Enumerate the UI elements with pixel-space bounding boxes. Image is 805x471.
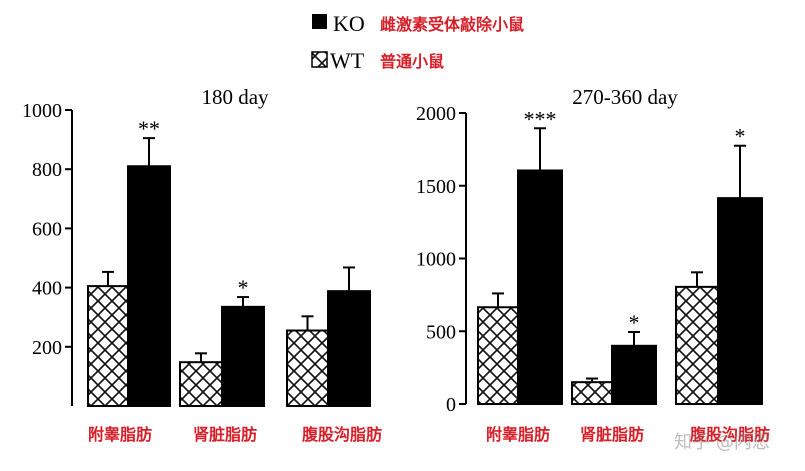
chart-title: 270-360 day — [572, 85, 678, 109]
y-tick-label: 400 — [32, 278, 62, 300]
bar-ko — [517, 169, 563, 405]
y-tick-label: 2000 — [416, 103, 456, 125]
y-ticks: 200 400 600 800 1000 — [22, 100, 72, 359]
bar-ko — [611, 344, 657, 405]
significance-label: * — [735, 124, 746, 149]
bar-ko — [327, 290, 371, 408]
bar-wt — [286, 329, 329, 407]
bar-ko — [717, 197, 763, 405]
bar-wt — [571, 381, 613, 405]
bar-ko — [127, 165, 171, 407]
significance-label: * — [238, 275, 249, 300]
y-tick-label: 1500 — [416, 176, 456, 198]
bar-wt — [477, 306, 519, 405]
significance-marks: ***** — [524, 106, 746, 335]
y-tick-label: 200 — [32, 337, 62, 359]
bar-wt — [675, 285, 719, 405]
y-tick-label: 800 — [32, 159, 62, 181]
bar-wt — [87, 285, 129, 407]
watermark: 知乎 @内恩 — [674, 432, 770, 453]
significance-label: *** — [524, 106, 557, 131]
significance-label: * — [629, 310, 640, 335]
legend-ko-swatch — [312, 14, 327, 29]
y-ticks: 0 500 1000 1500 2000 — [416, 103, 466, 416]
error-bars — [102, 137, 355, 363]
legend-wt-desc: 普通小鼠 — [380, 52, 444, 71]
category-label: 腹股沟脂肪 — [302, 425, 382, 444]
y-tick-label: 500 — [426, 321, 456, 343]
significance-label: ** — [138, 116, 160, 141]
category-label: 附睾脂肪 — [486, 425, 550, 444]
bar-wt — [179, 361, 223, 407]
legend-wt-label: WT — [330, 48, 365, 73]
chart-title: 180 day — [201, 85, 269, 109]
y-tick-label: 1000 — [416, 249, 456, 271]
legend: KO 雌激素受体敲除小鼠 WT 普通小鼠 — [311, 11, 524, 73]
legend-ko-label: KO — [333, 11, 365, 36]
legend-wt-swatch — [311, 51, 328, 68]
category-label: 肾脏脂肪 — [580, 425, 644, 444]
bars — [477, 169, 763, 405]
bars — [87, 165, 371, 408]
legend-ko-desc: 雌激素受体敲除小鼠 — [380, 15, 524, 34]
category-label: 肾脏脂肪 — [193, 425, 257, 444]
category-label: 附睾脂肪 — [88, 425, 152, 444]
y-tick-label: 1000 — [22, 100, 62, 122]
category-label: 腹股沟脂肪 — [690, 425, 770, 444]
y-tick-label: 600 — [32, 218, 62, 240]
y-tick-label: 0 — [446, 394, 456, 416]
significance-marks: *** — [138, 116, 249, 300]
bar-ko — [221, 305, 265, 407]
